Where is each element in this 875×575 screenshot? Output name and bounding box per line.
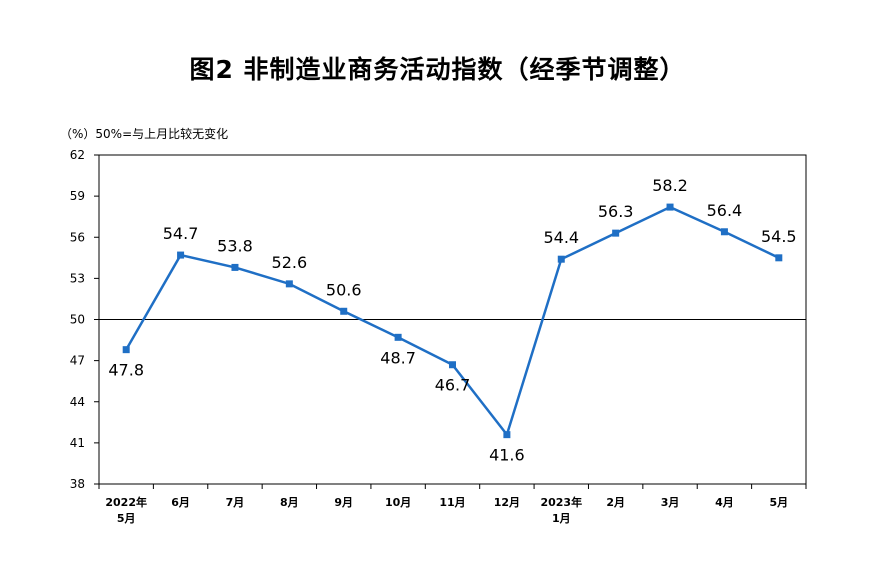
data-label: 54.4: [543, 228, 579, 247]
data-point-marker: [231, 263, 239, 271]
data-label: 54.7: [163, 224, 199, 243]
y-tick-label: 44: [70, 395, 85, 409]
x-tick-label-line: 5月: [117, 512, 136, 525]
x-tick-label: 11月: [439, 496, 465, 509]
x-tick-label-line: 10月: [385, 496, 411, 509]
data-point-marker: [503, 431, 511, 439]
x-tick-label: 5月: [769, 496, 788, 509]
x-tick-label-line: 2023年: [540, 495, 582, 509]
y-tick-label: 47: [70, 354, 85, 368]
data-point-marker: [177, 251, 185, 259]
data-point-marker: [775, 254, 783, 262]
x-tick-label: 2022年 5月: [105, 495, 147, 525]
y-axis-ticks: 38 41 44 47 50 53 56 59 62: [70, 148, 99, 491]
x-tick-label-line: 8月: [280, 496, 299, 509]
data-label: 58.2: [652, 176, 688, 195]
data-label: 56.3: [598, 202, 634, 221]
x-tick-label: 6月: [171, 496, 190, 509]
x-tick-label-line: 2022年: [105, 495, 147, 509]
x-tick-label-line: 3月: [661, 496, 680, 509]
x-tick-label-line: 11月: [439, 496, 465, 509]
data-label: 53.8: [217, 236, 253, 255]
data-label: 46.7: [435, 376, 471, 395]
y-tick-label: 62: [70, 148, 85, 162]
y-axis-note: （%）50%=与上月比较无变化: [60, 127, 229, 141]
x-tick-label-line: 9月: [334, 496, 353, 509]
data-label: 52.6: [272, 253, 308, 272]
y-tick-label: 59: [70, 189, 85, 203]
data-point-marker: [720, 228, 728, 236]
x-tick-label: 7月: [226, 496, 245, 509]
x-tick-label-line: 7月: [226, 496, 245, 509]
x-tick-label-line: 6月: [171, 496, 190, 509]
data-label: 54.5: [761, 227, 797, 246]
data-point-marker: [122, 346, 130, 354]
y-tick-label: 38: [70, 477, 85, 491]
x-tick-label: 9月: [334, 496, 353, 509]
y-tick-label: 53: [70, 271, 85, 285]
data-point-marker: [394, 333, 402, 341]
data-point-marker: [340, 307, 348, 315]
data-labels: 47.8 54.7 53.8 52.6 50.6 48.7 46.7 41.6 54.4 56.3…: [108, 176, 796, 465]
x-tick-label: 10月: [385, 496, 411, 509]
x-tick-label-line: 12月: [494, 496, 520, 509]
x-tick-label-line: 5月: [769, 496, 788, 509]
x-tick-label: 12月: [494, 496, 520, 509]
chart-title: 图2 非制造业商务活动指数（经季节调整）: [189, 55, 686, 84]
data-point-marker: [285, 280, 293, 288]
x-tick-label: 4月: [715, 496, 734, 509]
x-tick-label: 8月: [280, 496, 299, 509]
y-tick-label: 41: [70, 436, 85, 450]
series-markers: [122, 203, 783, 439]
data-point-marker: [612, 229, 620, 237]
data-label: 41.6: [489, 446, 525, 465]
data-point-marker: [557, 255, 565, 263]
x-tick-label: 2月: [606, 496, 625, 509]
data-label: 56.4: [707, 201, 743, 220]
data-point-marker: [449, 361, 456, 369]
y-tick-label: 56: [70, 230, 85, 244]
x-tick-label-line: 2月: [606, 496, 625, 509]
x-axis-ticks: 2022年 5月 6月 7月 8月 9月 10月 11月 12月 2023年 1月 2月 3月 4月 5月: [98, 484, 807, 525]
x-tick-label-line: 1月: [552, 512, 571, 525]
data-label: 50.6: [326, 280, 362, 299]
data-label: 48.7: [380, 348, 416, 367]
data-point-marker: [666, 203, 674, 211]
y-tick-label: 50: [70, 313, 85, 327]
x-tick-label-line: 4月: [715, 496, 734, 509]
x-tick-label: 3月: [661, 496, 680, 509]
data-label: 47.8: [108, 361, 144, 380]
x-tick-label: 2023年 1月: [540, 495, 582, 525]
